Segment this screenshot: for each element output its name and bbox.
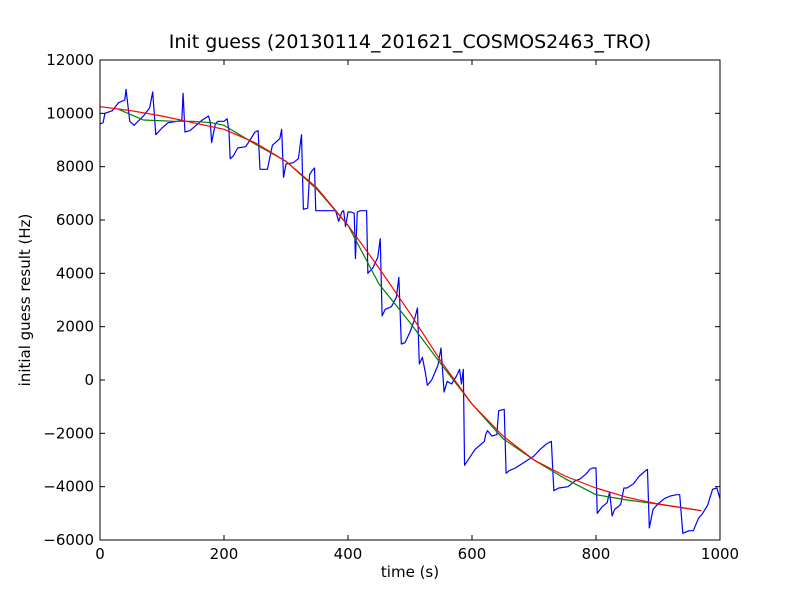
chart-title: Init guess (20130114_201621_COSMOS2463_T… — [169, 31, 651, 53]
y-axis-label: initial guess result (Hz) — [16, 214, 34, 387]
y-tick-label: 8000 — [56, 158, 94, 176]
x-tick-label: 0 — [95, 545, 105, 563]
y-tick-label: 10000 — [46, 104, 94, 122]
x-tick-label: 200 — [210, 545, 239, 563]
x-tick-label: 400 — [334, 545, 363, 563]
y-tick-label: 0 — [84, 371, 94, 389]
y-tick-label: 2000 — [56, 318, 94, 336]
x-tick-label: 1000 — [701, 545, 739, 563]
x-tick-label: 600 — [458, 545, 487, 563]
y-tick-label: 12000 — [46, 51, 94, 69]
y-tick-label: 4000 — [56, 264, 94, 282]
x-axis-label: time (s) — [381, 563, 439, 581]
series-line-3 — [100, 106, 702, 512]
x-tick-label: 800 — [582, 545, 611, 563]
y-tick-label: −2000 — [43, 424, 94, 442]
y-tick-label: −6000 — [43, 531, 94, 549]
y-tick-label: −4000 — [43, 478, 94, 496]
x-axis: 0 200 400 600 800 1000 — [95, 60, 739, 563]
y-axis: −6000 −4000 −2000 0 2000 4000 6000 8000 10000 120… — [43, 51, 720, 549]
series-layer — [100, 88, 720, 534]
y-tick-label: 6000 — [56, 211, 94, 229]
series-line-2 — [118, 108, 702, 512]
plot-frame — [99, 59, 721, 541]
